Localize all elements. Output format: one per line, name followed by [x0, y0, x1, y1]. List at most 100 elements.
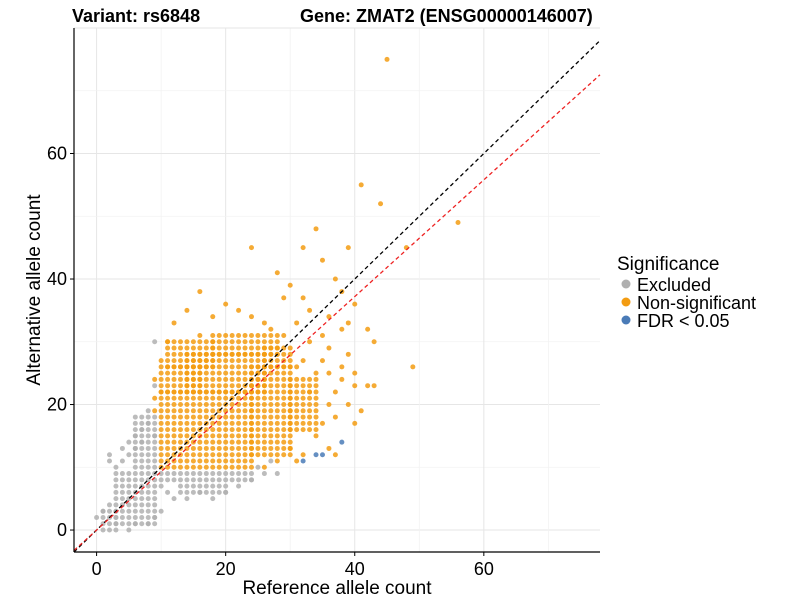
data-point	[274, 433, 280, 439]
data-point	[326, 370, 332, 376]
data-point	[261, 339, 267, 345]
data-point	[171, 389, 177, 395]
data-point	[261, 433, 267, 439]
data-point	[236, 477, 242, 483]
data-point	[216, 489, 222, 495]
data-point	[197, 376, 203, 382]
data-point	[248, 383, 254, 389]
data-point	[177, 433, 183, 439]
data-point	[216, 464, 222, 470]
data-point	[223, 427, 229, 433]
data-point	[287, 364, 293, 370]
data-point	[294, 427, 300, 433]
data-point	[203, 427, 209, 433]
y-tick-label: 60	[47, 144, 67, 164]
data-point	[158, 358, 164, 364]
data-point	[119, 483, 125, 489]
data-point	[248, 477, 254, 483]
data-point	[345, 402, 351, 408]
data-point	[307, 414, 313, 420]
data-point	[184, 370, 190, 376]
data-point	[203, 458, 209, 464]
data-point	[300, 420, 306, 426]
data-point	[158, 471, 164, 477]
data-point	[307, 307, 313, 313]
data-point	[158, 402, 164, 408]
data-point	[229, 471, 235, 477]
data-point	[229, 464, 235, 470]
data-point	[177, 464, 183, 470]
data-point	[132, 458, 138, 464]
data-point	[113, 477, 119, 483]
data-point	[119, 489, 125, 495]
data-point	[287, 395, 293, 401]
data-point	[190, 471, 196, 477]
data-point	[177, 439, 183, 445]
data-point	[242, 345, 248, 351]
data-point	[261, 345, 267, 351]
data-point	[158, 364, 164, 370]
data-point	[274, 471, 280, 477]
data-point	[165, 477, 171, 483]
data-point	[307, 395, 313, 401]
data-point	[132, 445, 138, 451]
data-point	[145, 414, 151, 420]
data-point	[216, 439, 222, 445]
data-point	[229, 376, 235, 382]
data-point	[132, 464, 138, 470]
data-point	[139, 420, 145, 426]
data-point	[132, 521, 138, 527]
data-point	[248, 420, 254, 426]
data-point	[255, 402, 261, 408]
data-point	[203, 389, 209, 395]
data-point	[255, 389, 261, 395]
data-point	[313, 427, 319, 433]
data-point	[242, 439, 248, 445]
data-point	[255, 439, 261, 445]
data-point	[229, 414, 235, 420]
data-point	[261, 408, 267, 414]
data-point	[190, 420, 196, 426]
legend-key-fdr-0-05	[621, 315, 631, 325]
data-point	[210, 345, 216, 351]
data-point	[242, 420, 248, 426]
data-point	[300, 358, 306, 364]
data-point	[184, 471, 190, 477]
data-point	[119, 477, 125, 483]
data-point	[255, 351, 261, 357]
data-point	[223, 370, 229, 376]
data-point	[358, 182, 364, 188]
data-point	[210, 408, 216, 414]
data-point	[274, 339, 280, 345]
data-point	[216, 389, 222, 395]
data-point	[165, 433, 171, 439]
data-point	[210, 395, 216, 401]
data-point	[255, 452, 261, 458]
data-point	[216, 483, 222, 489]
data-point	[248, 364, 254, 370]
data-point	[177, 483, 183, 489]
data-point	[223, 414, 229, 420]
data-point	[268, 326, 274, 332]
data-point	[242, 427, 248, 433]
data-point	[145, 508, 151, 514]
data-point	[171, 414, 177, 420]
data-point	[165, 339, 171, 345]
data-point	[158, 483, 164, 489]
data-point	[274, 270, 280, 276]
data-point	[177, 339, 183, 345]
data-point	[352, 420, 358, 426]
data-point	[165, 358, 171, 364]
data-point	[139, 433, 145, 439]
data-point	[152, 339, 158, 345]
data-point	[184, 351, 190, 357]
data-point	[229, 427, 235, 433]
data-point	[145, 420, 151, 426]
data-point	[190, 351, 196, 357]
data-point	[177, 427, 183, 433]
data-point	[268, 364, 274, 370]
data-point	[165, 464, 171, 470]
data-point	[216, 332, 222, 338]
data-point	[210, 439, 216, 445]
data-point	[261, 471, 267, 477]
